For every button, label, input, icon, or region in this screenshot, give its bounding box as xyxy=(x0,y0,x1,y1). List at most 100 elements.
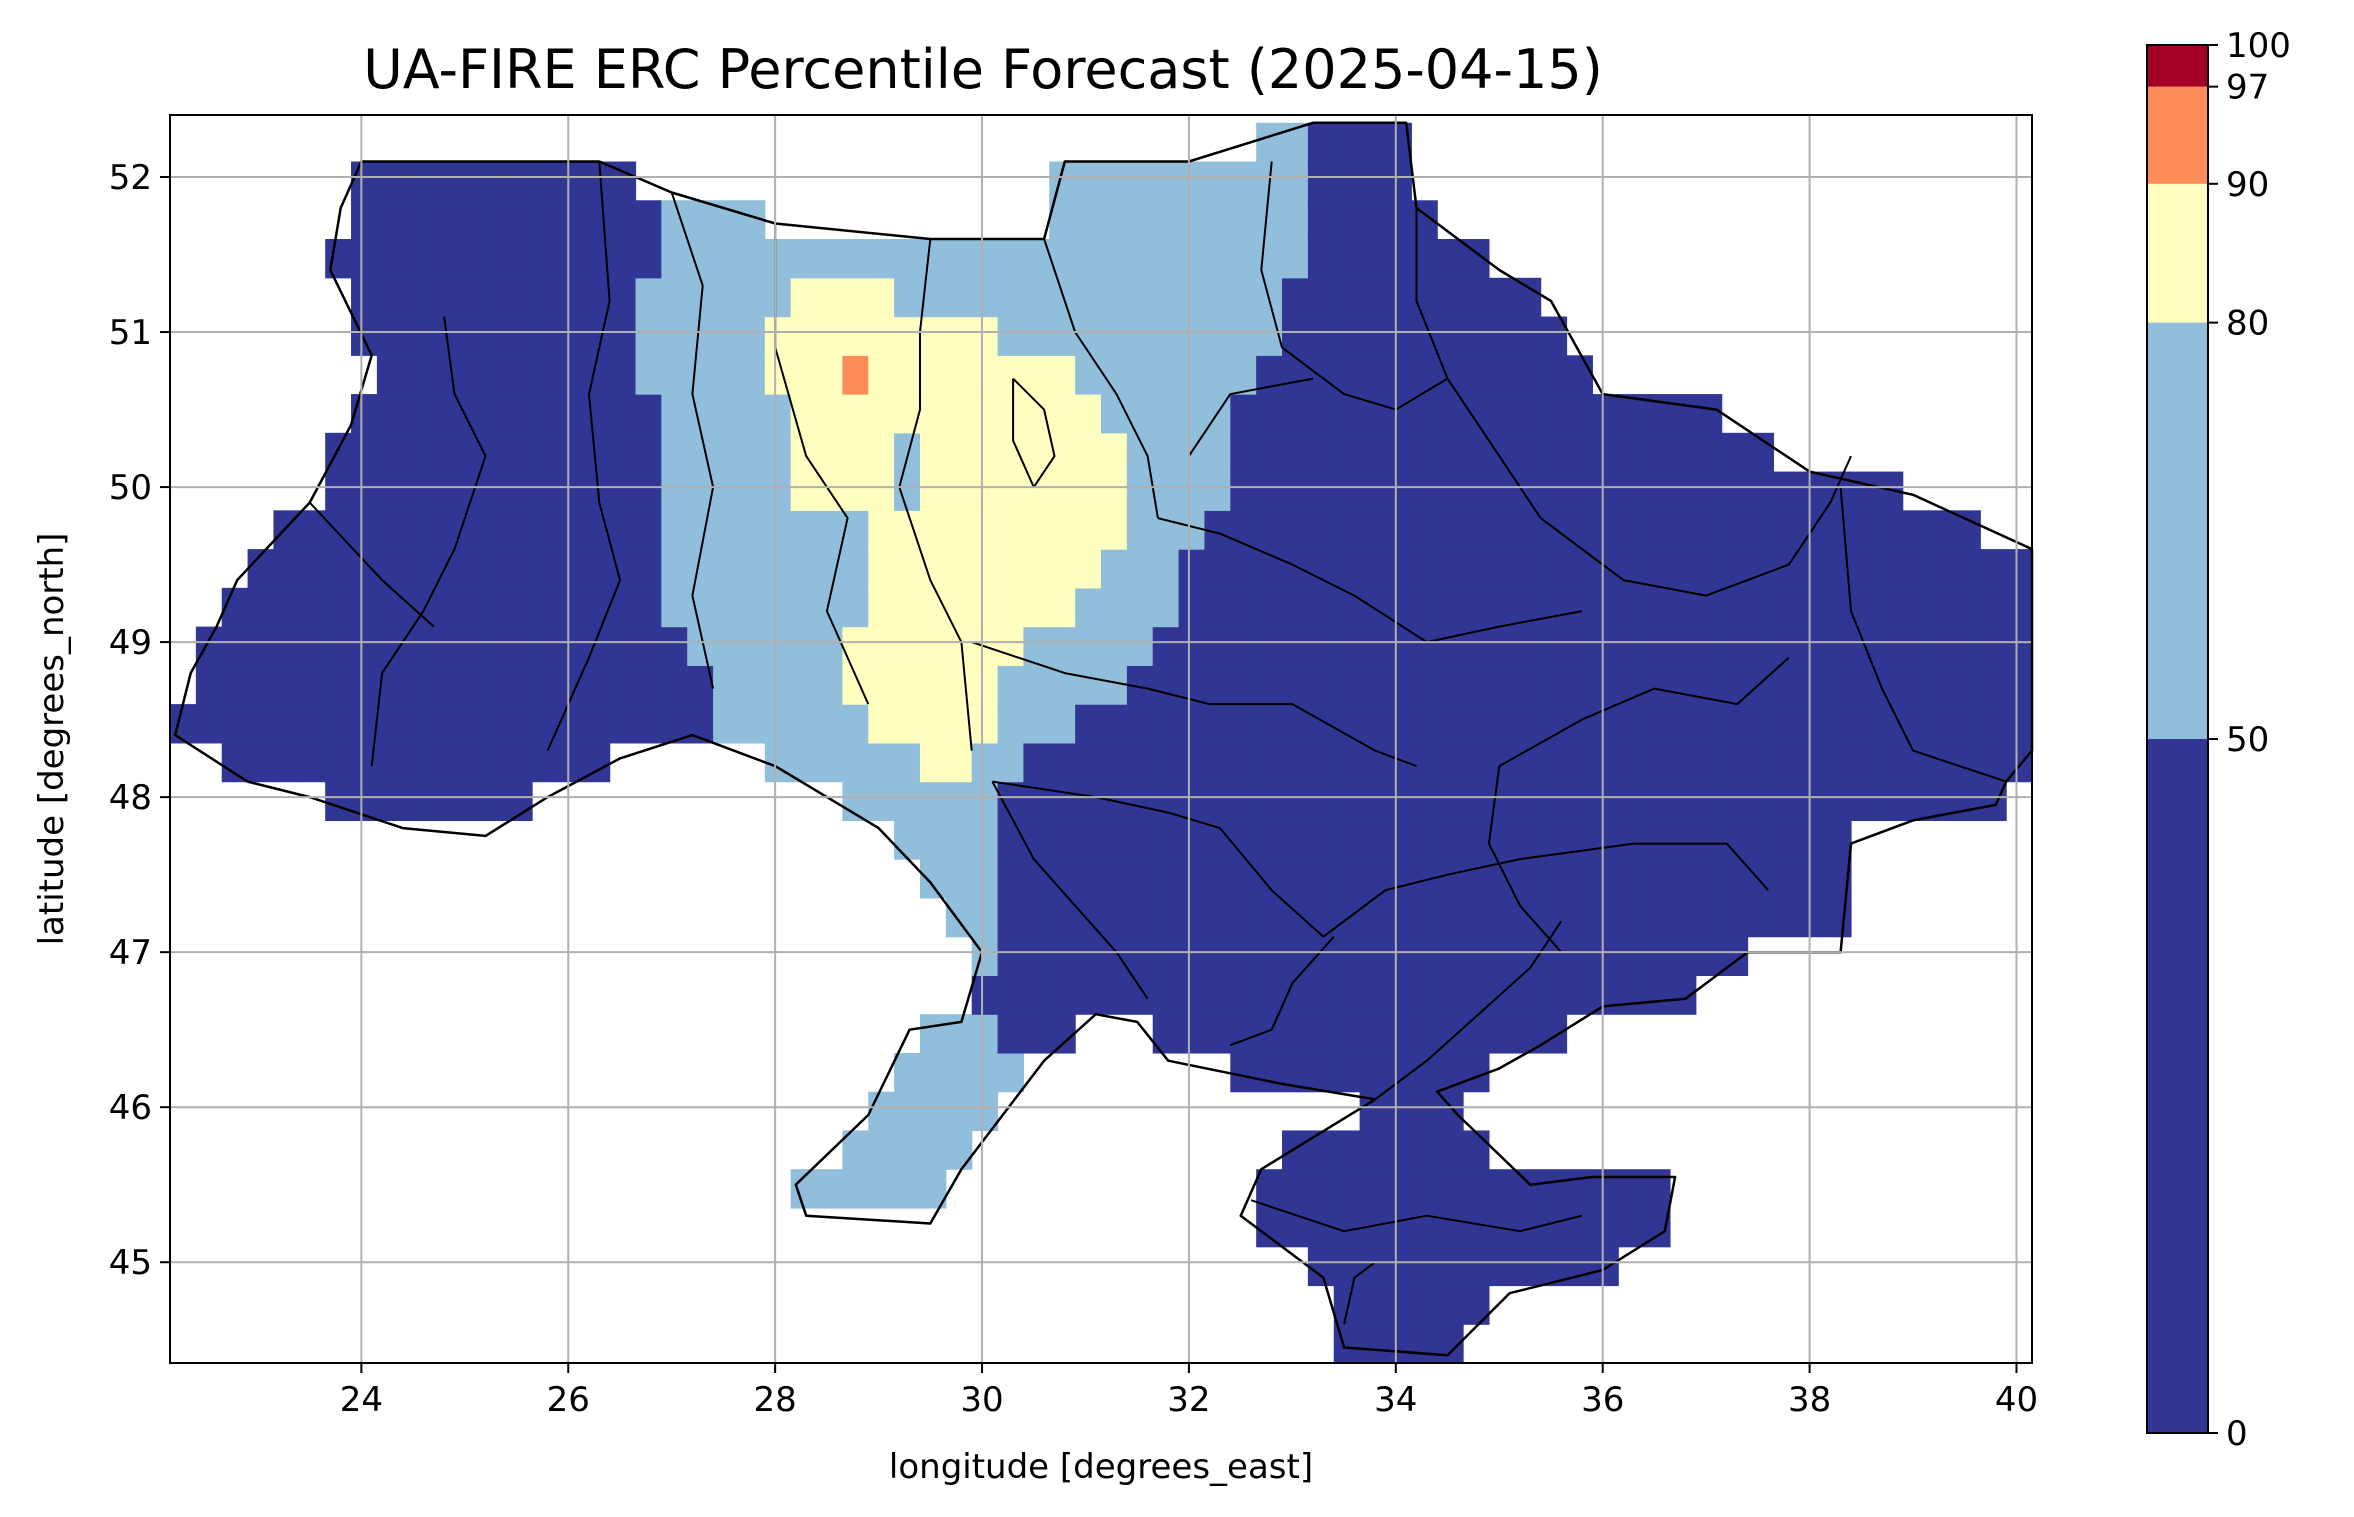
heatmap-cell xyxy=(816,1169,843,1209)
heatmap-cell xyxy=(1644,820,1671,860)
heatmap-cell xyxy=(1592,394,1619,434)
heatmap-cell xyxy=(1463,781,1490,821)
heatmap-cell xyxy=(583,277,611,318)
heatmap-cell xyxy=(1437,471,1464,511)
heatmap-cell xyxy=(532,510,559,550)
heatmap-cell xyxy=(1023,897,1050,938)
y-tick-label: 46 xyxy=(109,1088,152,1128)
heatmap-cell xyxy=(1333,1169,1361,1209)
heatmap-cell xyxy=(1152,239,1180,279)
heatmap-cell xyxy=(1178,587,1206,628)
x-ticks: 24 26 28 30 32 34 36 38 40 xyxy=(340,1363,2038,1420)
heatmap-cell xyxy=(997,510,1025,550)
heatmap-cell xyxy=(868,665,895,705)
heatmap-cell xyxy=(1178,510,1206,550)
heatmap-cell xyxy=(1126,239,1154,279)
heatmap-cell xyxy=(428,510,456,550)
heatmap-cell xyxy=(402,432,430,473)
heatmap-cell xyxy=(971,239,999,279)
heatmap-cell xyxy=(1178,742,1206,783)
heatmap-cell xyxy=(1282,471,1309,511)
heatmap-cell xyxy=(1385,239,1412,279)
heatmap-cell xyxy=(713,704,740,744)
heatmap-cell xyxy=(1333,1052,1361,1093)
heatmap-cell xyxy=(1799,897,1826,938)
heatmap-cell xyxy=(971,1091,999,1132)
heatmap-cell xyxy=(1799,781,1826,821)
heatmap-cell xyxy=(1307,742,1335,783)
heatmap-cell xyxy=(1230,859,1257,899)
heatmap-cell xyxy=(1359,781,1387,821)
heatmap-cell xyxy=(1592,859,1619,899)
heatmap-cell xyxy=(1282,200,1309,240)
heatmap-cell xyxy=(1514,820,1542,860)
heatmap-cell xyxy=(1204,626,1231,666)
heatmap-cell xyxy=(1411,510,1438,550)
heatmap-cell xyxy=(1230,897,1257,938)
heatmap-cell xyxy=(1592,549,1619,589)
heatmap-cell xyxy=(1282,587,1309,628)
heatmap-cell xyxy=(1282,820,1309,860)
heatmap-cell xyxy=(1385,1130,1412,1170)
heatmap-cell xyxy=(402,704,430,744)
heatmap-cell xyxy=(1488,936,1516,977)
heatmap-cell xyxy=(1333,1285,1361,1325)
heatmap-cell xyxy=(1566,1246,1593,1287)
heatmap-cell xyxy=(1333,859,1361,899)
heatmap-cell xyxy=(1256,704,1283,744)
heatmap-cell xyxy=(1618,975,1645,1015)
admin-border xyxy=(1415,208,1542,519)
heatmap-cell xyxy=(1023,587,1050,628)
heatmap-cell xyxy=(454,355,481,395)
heatmap-cell xyxy=(1437,277,1464,318)
heatmap-cell xyxy=(1411,1091,1438,1132)
heatmap-cell xyxy=(506,432,533,473)
admin-border xyxy=(1043,238,1159,519)
heatmap-cell xyxy=(609,355,637,395)
heatmap-cell xyxy=(1333,316,1361,356)
heatmap-cell xyxy=(1101,704,1128,744)
heatmap-cell xyxy=(1152,394,1180,434)
heatmap-cell xyxy=(1385,1169,1412,1209)
admin-border xyxy=(1157,517,1583,644)
heatmap-cell xyxy=(1566,897,1593,938)
heatmap-cell xyxy=(557,587,585,628)
heatmap-cell xyxy=(1230,742,1257,783)
heatmap-cell xyxy=(1695,626,1723,666)
heatmap-cell xyxy=(1411,1014,1438,1054)
heatmap-cell xyxy=(1592,704,1619,744)
heatmap-cell xyxy=(1437,587,1464,628)
heatmap-cell xyxy=(1411,742,1438,783)
heatmap-cell xyxy=(1101,200,1128,240)
heatmap-cell xyxy=(1178,316,1206,356)
heatmap-cell xyxy=(532,239,559,279)
heatmap-cell xyxy=(790,742,818,783)
heatmap-cell xyxy=(1669,859,1697,899)
heatmap-cell xyxy=(506,200,533,240)
heatmap-cell xyxy=(842,471,869,511)
heatmap-cell xyxy=(1282,432,1309,473)
heatmap-cell xyxy=(971,316,999,356)
heatmap-cell xyxy=(687,587,714,628)
heatmap-cell xyxy=(1256,859,1283,899)
heatmap-cell xyxy=(325,549,352,589)
heatmap-cell xyxy=(1152,820,1180,860)
heatmap-cell xyxy=(1126,200,1154,240)
heatmap-cell xyxy=(376,471,404,511)
heatmap-cell xyxy=(1385,200,1412,240)
heatmap-cell xyxy=(894,665,921,705)
heatmap-cell xyxy=(842,665,869,705)
heatmap-cell xyxy=(1256,742,1283,783)
heatmap-cell xyxy=(583,394,611,434)
heatmap-cell xyxy=(661,355,688,395)
heatmap-cell xyxy=(1618,471,1645,511)
heatmap-cell xyxy=(1152,161,1180,201)
heatmap-cell xyxy=(738,471,766,511)
heatmap-cell xyxy=(1825,820,1852,860)
heatmap-cell xyxy=(1514,704,1542,744)
heatmap-cell xyxy=(1592,1207,1619,1248)
heatmap-cell xyxy=(1101,626,1128,666)
heatmap-cell xyxy=(842,239,869,279)
heatmap-cell xyxy=(402,355,430,395)
heatmap-cell xyxy=(1514,1246,1542,1287)
